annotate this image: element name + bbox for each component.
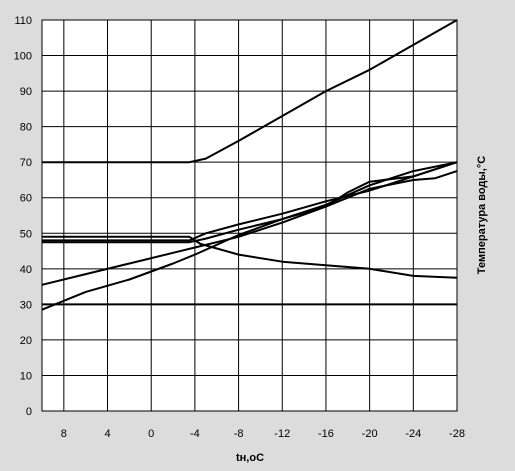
y-tick-label: 10 — [20, 370, 32, 382]
y-tick-label: 80 — [20, 122, 32, 134]
series-line-5 — [41, 161, 458, 286]
x-tick-label: -4 — [190, 428, 200, 440]
y-tick-label: 20 — [20, 335, 32, 347]
series-line-1 — [42, 19, 458, 164]
y-tick-label: 40 — [20, 264, 32, 276]
plot-area — [41, 19, 458, 412]
y-tick-label: 50 — [20, 228, 32, 240]
y-tick-label: 110 — [14, 15, 32, 27]
y-tick-label: 90 — [20, 86, 32, 98]
y-axis-title: Температура воды,°C — [476, 156, 488, 274]
x-axis-title: tн,oC — [236, 452, 264, 464]
x-tick-label: 4 — [104, 428, 110, 440]
y-tick-label: 70 — [20, 157, 32, 169]
x-tick-label: -20 — [362, 428, 378, 440]
y-tick-label: 30 — [20, 299, 32, 311]
x-tick-label: -12 — [274, 428, 290, 440]
x-tick-label: -16 — [318, 428, 334, 440]
x-tick-label: -28 — [449, 428, 465, 440]
y-tick-label: 100 — [14, 51, 32, 63]
x-tick-label: 8 — [61, 428, 67, 440]
y-tick-label: 60 — [20, 193, 32, 205]
series-line-6 — [41, 161, 458, 311]
series-line-3 — [42, 161, 458, 242]
x-tick-label: 0 — [148, 428, 154, 440]
y-tick-label: 0 — [26, 406, 32, 418]
x-tick-label: -24 — [405, 428, 421, 440]
x-tick-label: -8 — [234, 428, 244, 440]
